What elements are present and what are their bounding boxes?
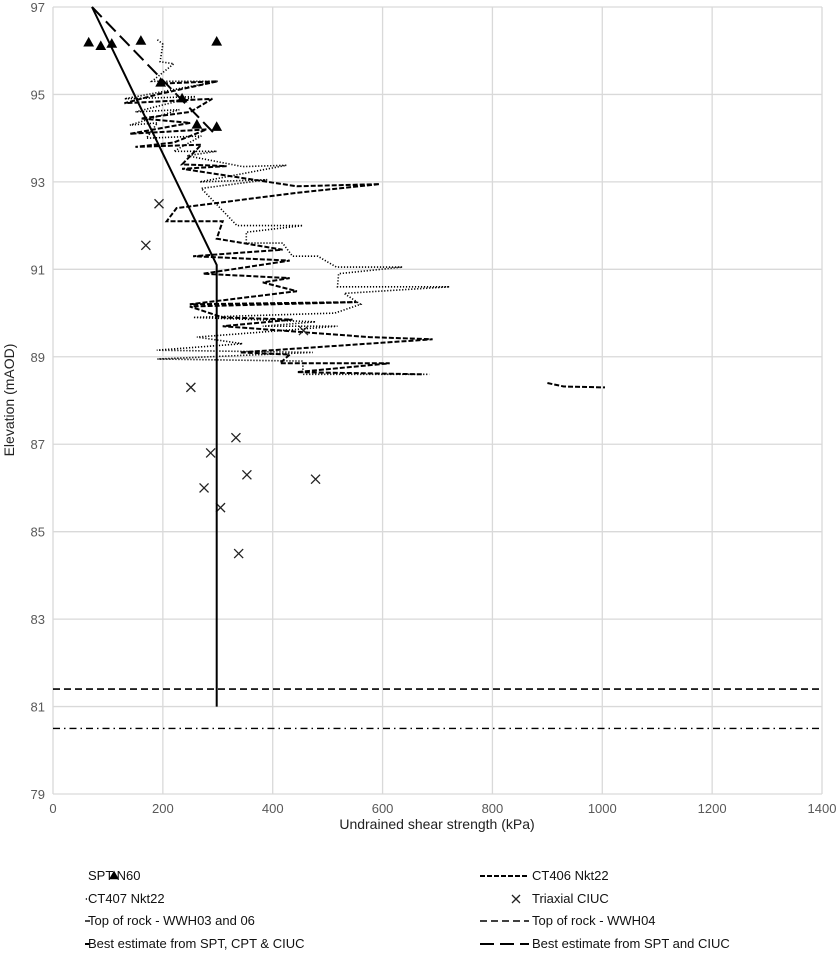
triaxial-marker <box>140 240 151 251</box>
spt-marker <box>211 35 223 46</box>
y-tick-label: 91 <box>31 262 45 277</box>
series-best-estimate-from-spt-and-ciuc <box>91 6 218 137</box>
series-line <box>91 6 218 137</box>
y-tick-label: 81 <box>31 700 45 715</box>
legend-label: Top of rock - WWH03 and 06 <box>88 913 255 928</box>
legend-item: CT406 Nkt22 <box>480 868 609 883</box>
legend: SPT N60 CT406 Nkt22 CT407 Nkt22 Triaxial CI… <box>85 868 730 951</box>
y-tick-label: 97 <box>31 0 45 15</box>
legend-item: Best estimate from SPT, CPT & CIUC <box>85 936 304 951</box>
triaxial-marker <box>310 474 321 485</box>
legend-label: Triaxial CIUC <box>532 891 609 906</box>
triaxial-marker <box>199 482 210 493</box>
series-triaxial-ciuc <box>140 198 321 559</box>
x-tick-label: 600 <box>372 801 394 816</box>
x-tick-label: 1000 <box>588 801 617 816</box>
spt-marker <box>191 119 203 129</box>
y-axis-title: Elevation (mAOD) <box>1 344 17 457</box>
legend-label: CT406 Nkt22 <box>532 868 609 883</box>
series-line <box>124 80 433 376</box>
x-tick-label: 800 <box>482 801 504 816</box>
series-line <box>124 39 450 376</box>
legend-label: Best estimate from SPT and CIUC <box>532 936 730 951</box>
series-layer <box>53 6 822 730</box>
series-line <box>91 6 218 707</box>
legend-triangle-icon <box>109 870 119 880</box>
triaxial-marker <box>205 448 216 458</box>
legend-label: SPT N60 <box>88 868 141 883</box>
gridlines <box>52 6 823 795</box>
legend-item: CT407 Nkt22 <box>85 891 165 906</box>
legend-item: SPT N60 <box>88 868 141 883</box>
x-axis-title: Undrained shear strength (kPa) <box>339 816 534 832</box>
triaxial-marker <box>241 469 252 480</box>
legend-item: Triaxial CIUC <box>511 891 609 906</box>
tick-labels: 0 200 400 600 800 1000 1200 1400 79 81 83 85 87 89 91 9… <box>31 0 837 816</box>
spt-marker <box>106 38 118 48</box>
legend-x-icon <box>511 894 521 904</box>
legend-label: Top of rock - WWH04 <box>532 913 656 928</box>
series-ct406-nkt22 <box>124 80 606 389</box>
legend-label: CT407 Nkt22 <box>88 891 165 906</box>
y-tick-label: 93 <box>31 175 45 190</box>
y-tick-label: 87 <box>31 437 45 452</box>
y-tick-label: 85 <box>31 525 45 540</box>
series-ct407-nkt22 <box>124 39 450 376</box>
legend-label: Best estimate from SPT, CPT & CIUC <box>88 936 304 951</box>
spt-marker <box>211 121 223 131</box>
y-tick-label: 83 <box>31 612 45 627</box>
spt-marker <box>83 36 95 47</box>
triaxial-marker <box>154 198 164 209</box>
spt-marker <box>95 40 107 50</box>
x-tick-label: 1400 <box>808 801 837 816</box>
y-tick-label: 79 <box>31 787 45 802</box>
triaxial-marker <box>230 432 241 443</box>
x-tick-label: 400 <box>262 801 284 816</box>
spt-marker <box>135 35 147 45</box>
triaxial-marker <box>233 548 244 559</box>
triaxial-marker <box>185 382 196 393</box>
legend-item: Best estimate from SPT and CIUC <box>480 936 730 951</box>
triaxial-marker <box>298 325 309 336</box>
x-tick-label: 0 <box>49 801 56 816</box>
y-tick-label: 95 <box>31 87 45 102</box>
legend-item: Top of rock - WWH04 <box>480 913 656 928</box>
x-tick-label: 200 <box>152 801 174 816</box>
series-best-estimate-from-spt-cpt-ciuc <box>91 6 218 707</box>
legend-item: Top of rock - WWH03 and 06 <box>85 913 255 928</box>
y-tick-label: 89 <box>31 350 45 365</box>
series-line <box>547 382 606 389</box>
x-tick-label: 1200 <box>698 801 727 816</box>
